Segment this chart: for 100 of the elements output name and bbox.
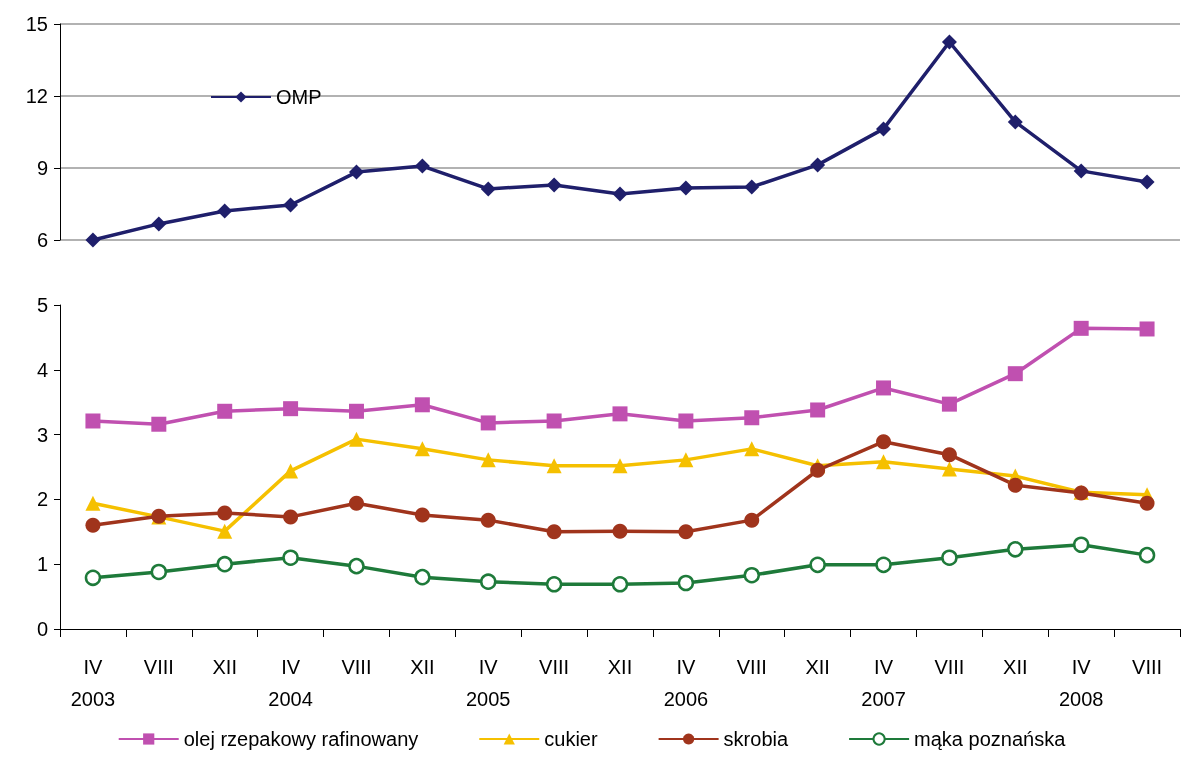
- point: [1007, 114, 1023, 130]
- point: [678, 180, 694, 196]
- point: [283, 463, 299, 479]
- point: [744, 441, 760, 457]
- point: [1139, 174, 1155, 190]
- x-tick-label: VIII: [539, 656, 570, 678]
- legend-label: olej rzepakowy rafinowany: [183, 728, 419, 750]
- point: [678, 524, 694, 540]
- point: [85, 495, 101, 511]
- x-tick-label: IV 2007: [861, 656, 906, 710]
- point: [414, 441, 430, 457]
- point: [348, 403, 364, 419]
- y-tick-label: 5: [36, 294, 48, 316]
- y-tick-label: 2: [36, 488, 48, 511]
- y-tick-label: 9: [36, 157, 48, 179]
- point: [283, 401, 299, 417]
- point: [1007, 477, 1023, 493]
- point: [414, 158, 430, 174]
- x-tick-label: XII: [607, 656, 633, 678]
- point: [875, 556, 892, 574]
- point: [941, 447, 957, 463]
- x-tick-label: IV 2004: [268, 656, 313, 710]
- point: [743, 566, 761, 584]
- point: [217, 203, 233, 219]
- point: [1007, 366, 1023, 382]
- point: [283, 509, 299, 525]
- point: [1073, 320, 1089, 336]
- x-tick-label: IV 2008: [1058, 656, 1104, 710]
- x-tick-label: VIII: [341, 656, 372, 678]
- point: [810, 157, 826, 173]
- point: [1073, 163, 1089, 179]
- point: [611, 576, 629, 593]
- x-tick-label: XII: [1003, 656, 1028, 678]
- point: [678, 452, 694, 468]
- point: [941, 461, 957, 477]
- point: [546, 413, 562, 429]
- point: [150, 563, 168, 581]
- y-tick-label: 15: [25, 13, 48, 35]
- point: [809, 556, 826, 574]
- point: [348, 495, 364, 511]
- point: [810, 402, 826, 418]
- point: [545, 576, 563, 593]
- point: [348, 557, 365, 575]
- point: [348, 431, 364, 447]
- y-tick-label: 6: [36, 229, 48, 251]
- point: [414, 507, 430, 523]
- point: [85, 232, 101, 248]
- point: [546, 524, 562, 540]
- point: [85, 517, 101, 533]
- x-tick-label: IV 2003: [70, 656, 116, 710]
- point: [677, 574, 695, 592]
- point: [612, 458, 628, 474]
- point: [151, 216, 167, 232]
- point: [1139, 321, 1155, 337]
- point: [480, 573, 497, 590]
- point: [941, 34, 957, 50]
- point: [414, 397, 430, 413]
- point: [612, 406, 628, 422]
- y-tick-label: 3: [36, 423, 48, 446]
- point: [1138, 546, 1156, 564]
- point: [414, 568, 431, 586]
- point: [546, 458, 562, 474]
- point: [810, 462, 826, 478]
- legend-label: mąka poznańska: [914, 728, 1067, 750]
- point: [282, 549, 299, 566]
- x-tick-label: VIII: [143, 656, 174, 678]
- point: [876, 121, 892, 137]
- point: [151, 416, 167, 432]
- point: [217, 523, 233, 539]
- point: [612, 186, 628, 202]
- point: [744, 512, 760, 528]
- point: [546, 177, 562, 193]
- point: [480, 181, 496, 197]
- point: [744, 179, 760, 195]
- point: [941, 549, 958, 566]
- point: [876, 380, 892, 396]
- y-tick-label: 1: [36, 553, 48, 576]
- x-tick-label: IV 2006: [663, 656, 709, 710]
- x-tick-label: VIII: [934, 656, 965, 678]
- x-tick-label: IV 2005: [465, 656, 511, 710]
- x-tick-label: XII: [410, 656, 435, 678]
- point: [84, 569, 102, 587]
- point: [1072, 536, 1090, 554]
- legend-label: OMP: [276, 86, 322, 108]
- point: [480, 512, 496, 528]
- point: [85, 413, 101, 429]
- point: [1007, 541, 1024, 558]
- point: [678, 413, 694, 429]
- point: [217, 505, 233, 521]
- y-tick-label: 12: [25, 85, 48, 107]
- x-tick-label: XII: [805, 656, 830, 678]
- point: [744, 410, 760, 426]
- point: [480, 415, 496, 431]
- point: [217, 403, 233, 419]
- x-tick-label: VIII: [1132, 656, 1163, 678]
- point: [876, 434, 892, 450]
- point: [348, 164, 364, 180]
- point: [876, 454, 892, 470]
- x-tick-label: XII: [212, 656, 237, 678]
- point: [283, 197, 299, 213]
